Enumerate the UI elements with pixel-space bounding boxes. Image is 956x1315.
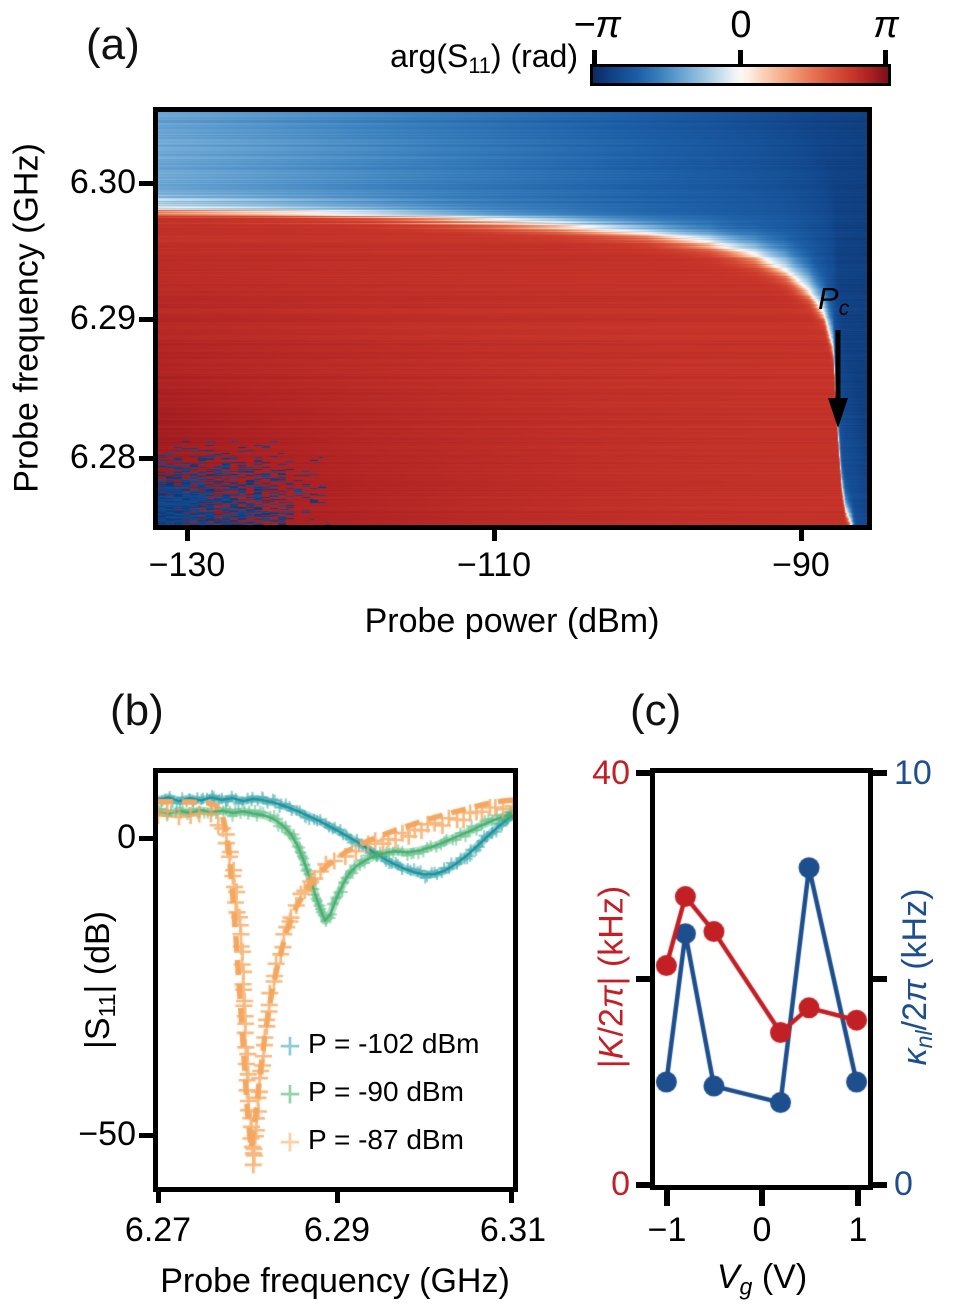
critical-power-arrow	[828, 330, 848, 428]
plus-marker-icon: +	[278, 1026, 302, 1068]
panel-a-ytick	[139, 317, 155, 322]
colorbar-tick	[883, 50, 888, 67]
critical-power-annotation: Pc	[818, 281, 849, 321]
panel-c-xtick	[855, 1190, 861, 1206]
panel-b-ylabel-sub: 11	[94, 993, 121, 1018]
panel-b-xtick	[509, 1187, 514, 1203]
panel-c-xlabel-var: V	[716, 1258, 740, 1296]
right-ylabel-var: κ	[895, 1048, 934, 1066]
panel-a-xtick	[799, 525, 804, 541]
colorbar-tick-label-pi: π	[873, 4, 899, 46]
colorbar-tick-label-negpi: −π	[573, 4, 621, 46]
colorbar-tick	[738, 50, 743, 67]
colorbar-canvas	[593, 67, 888, 83]
kerr-canvas	[655, 773, 868, 1185]
colorbar-title-pre: arg(S	[390, 38, 469, 74]
legend-label: P = -102 dBm	[308, 1028, 480, 1059]
panel-c-label: (c)	[630, 686, 682, 735]
panel-a-xtick	[185, 525, 190, 541]
panel-b-ytick-label: −50	[78, 1115, 136, 1153]
panel-c-xlabel-unit: (V)	[752, 1258, 808, 1296]
panel-b-xtick-label: 6.31	[479, 1211, 547, 1249]
panel-b-ylabel-post: | (dB)	[78, 910, 117, 994]
panel-c-xtick-label: 0	[752, 1211, 772, 1249]
right-ylabel-div: /2	[895, 1002, 934, 1031]
panel-c-right-ytick-label: 0	[894, 1165, 913, 1203]
colorbar-tick-label-zero: 0	[730, 4, 752, 46]
panel-b-ylabel-pre: |S	[78, 1017, 117, 1050]
spectra-canvas	[158, 773, 513, 1187]
panel-c-x-axis-label: Vg (V)	[662, 1258, 862, 1300]
panel-a-x-axis-label: Probe power (dBm)	[364, 602, 660, 640]
panel-c-right-ytick-label: 10	[894, 754, 932, 792]
legend-item: + P = -90 dBm	[272, 1076, 464, 1114]
panel-c-xtick-label: 1	[848, 1211, 868, 1249]
panel-c-left-ytick-label: 0	[611, 1165, 630, 1203]
panel-a-frame	[153, 107, 872, 530]
legend-item: + P = -87 dBm	[272, 1124, 464, 1162]
colorbar-tick	[592, 50, 597, 67]
panel-c-xtick	[664, 1190, 670, 1206]
heatmap-canvas	[158, 112, 867, 525]
panel-c-frame	[650, 768, 873, 1190]
colorbar-frame	[590, 64, 891, 86]
legend-label: P = -90 dBm	[308, 1076, 464, 1107]
panel-b-label: (b)	[110, 686, 164, 735]
panel-a-ytick-label: 6.29	[69, 299, 136, 337]
panel-c-left-y-axis-label: |K/2π| (kHz)	[593, 886, 632, 1068]
plus-marker-icon: +	[278, 1122, 302, 1164]
right-ylabel-unit: (kHz)	[895, 888, 934, 980]
panel-b-xtick-label: 6.27	[124, 1211, 192, 1249]
panel-c-xtick	[759, 1190, 765, 1206]
left-ylabel-pi: π	[592, 985, 631, 1009]
panel-c-left-ytick-label: 40	[592, 754, 630, 792]
colorbar-title-sub: 11	[468, 53, 491, 79]
panel-c-left-ytick	[636, 770, 655, 776]
left-ylabel-div: /2	[592, 1008, 631, 1037]
panel-c-right-ytick	[868, 976, 887, 982]
critical-power-annotation-sub: c	[838, 296, 850, 320]
plus-marker-icon: +	[278, 1074, 302, 1116]
panel-c-xlabel-sub: g	[739, 1273, 753, 1300]
panel-b-ytick	[139, 836, 155, 841]
panel-a-ytick	[139, 456, 155, 461]
critical-power-annotation-symbol: P	[818, 281, 839, 316]
panel-b-x-axis-label: Probe frequency (GHz)	[160, 1262, 510, 1300]
panel-c-right-ytick	[868, 770, 887, 776]
right-ylabel-pi: π	[895, 979, 934, 1003]
panel-b-xtick	[156, 1187, 161, 1203]
panel-a-ytick-label: 6.28	[69, 438, 136, 476]
left-ylabel-unit: | (kHz)	[592, 885, 631, 986]
panel-c-right-ytick	[868, 1182, 887, 1188]
panel-c-left-ytick	[636, 1182, 655, 1188]
panel-a-xtick-label: −110	[456, 546, 532, 584]
panel-a-label: (a)	[86, 20, 140, 69]
panel-b-xtick	[335, 1187, 340, 1203]
panel-b-xtick-label: 6.29	[303, 1211, 371, 1249]
left-ylabel-var: K	[592, 1036, 631, 1060]
panel-c-xtick-label: −1	[647, 1211, 687, 1249]
legend-item: + P = -102 dBm	[272, 1026, 480, 1068]
panel-a-xtick-label: −90	[772, 546, 830, 584]
legend-label: P = -87 dBm	[308, 1124, 464, 1155]
panel-a-ytick	[139, 181, 155, 186]
panel-b-ytick	[139, 1133, 155, 1138]
panel-a-xtick	[492, 525, 497, 541]
right-ylabel-sub: nl	[911, 1030, 938, 1049]
panel-c-left-ytick	[636, 976, 655, 982]
panel-c-right-y-axis-label: κnl/2π (kHz)	[896, 889, 938, 1066]
colorbar-title-post: ) (rad)	[490, 38, 578, 74]
panel-b-ytick-label: 0	[117, 818, 136, 856]
panel-a-ytick-label: 6.30	[69, 163, 136, 201]
panel-a-y-axis-label: Probe frequency (GHz)	[7, 143, 46, 493]
panel-b-y-axis-label: |S11| (dB)	[79, 911, 121, 1049]
left-ylabel-bar: |	[592, 1059, 631, 1069]
panel-a-xtick-label: −130	[148, 546, 226, 584]
colorbar-title: arg(S11) (rad)	[318, 38, 578, 79]
